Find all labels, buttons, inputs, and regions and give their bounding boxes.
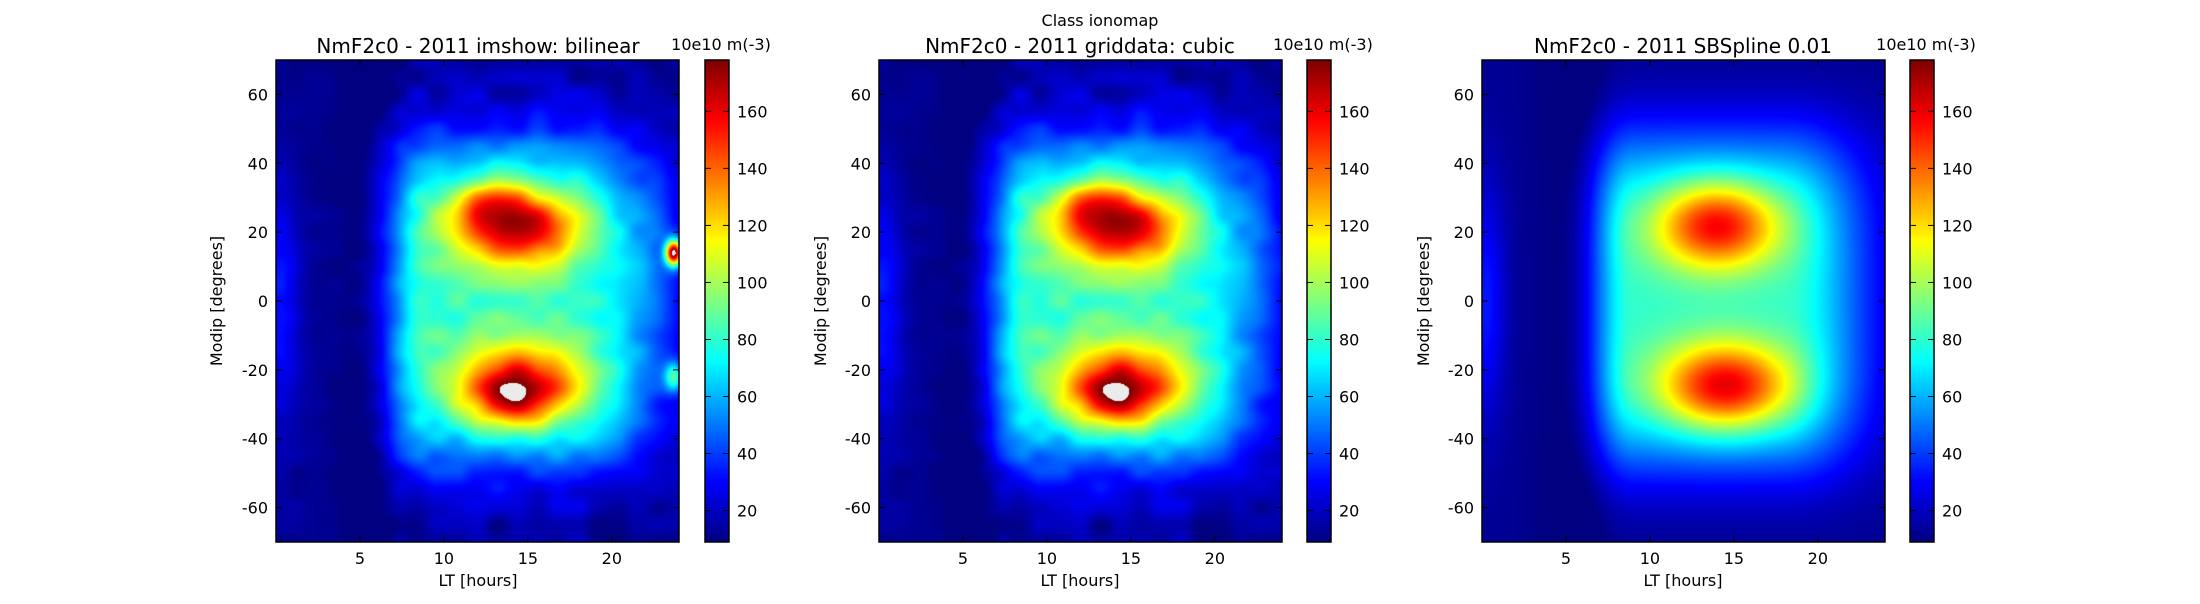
- x-tick-label: 15: [1121, 549, 1141, 568]
- panel-2-x-ticks: 5 10 15 20: [958, 60, 1225, 568]
- colorbar-tick-label: 140: [1339, 159, 1370, 178]
- y-tick-label: 0: [1464, 292, 1474, 311]
- panel-2-ylabel: Modip [degrees]: [811, 236, 830, 366]
- y-tick-label: -40: [1448, 430, 1474, 449]
- panel-2-colorbar-ticks: 20 40 60 80 100 120 140 160: [1307, 102, 1370, 521]
- colorbar-tick-label: 160: [1942, 102, 1973, 121]
- y-tick-label: 60: [851, 85, 871, 104]
- panel-1-colorbar-ticks: 20 40 60 80 100 120 140 160: [705, 102, 768, 521]
- colorbar-tick-label: 80: [737, 331, 757, 350]
- colorbar-tick-label: 140: [1942, 159, 1973, 178]
- panel-1-y-ticks: -60 -40 -20 0 20 40 60: [242, 85, 679, 518]
- y-tick-label: -40: [242, 430, 268, 449]
- panel-1-x-ticks: 5 10 15 20: [355, 60, 622, 568]
- panel-2-colorbar-frame: [1306, 59, 1332, 543]
- x-tick-label: 5: [355, 549, 365, 568]
- colorbar-tick-label: 40: [1942, 445, 1962, 464]
- y-tick-label: 40: [1454, 154, 1474, 173]
- y-tick-label: -40: [845, 430, 871, 449]
- panel-3-colorbar: [1910, 60, 1934, 542]
- colorbar-tick-label: 100: [737, 273, 768, 292]
- x-tick-label: 20: [1808, 549, 1828, 568]
- colorbar-tick-label: 120: [1942, 216, 1973, 235]
- x-tick-label: 10: [434, 549, 454, 568]
- y-tick-label: 0: [258, 292, 268, 311]
- panel-1-colorbar-label: 10e10 m(-3): [671, 35, 771, 54]
- panel-2-colorbar: [1307, 60, 1331, 542]
- colorbar-tick-label: 20: [1339, 502, 1359, 521]
- panel-2: NmF2c0 - 2011 griddata: cubic 5 10 15 20 -6…: [811, 34, 1373, 590]
- colorbar-tick-label: 120: [1339, 216, 1370, 235]
- panel-2-colorbar-label: 10e10 m(-3): [1273, 35, 1373, 54]
- panel-3-colorbar-ticks: 20 40 60 80 100 120 140 160: [1910, 102, 1973, 521]
- colorbar-tick-label: 140: [737, 159, 768, 178]
- colorbar-tick-label: 60: [1942, 388, 1962, 407]
- y-tick-label: -20: [242, 361, 268, 380]
- panel-3-heatmap: [1482, 60, 1885, 542]
- figure-suptitle: Class ionomap: [1042, 11, 1159, 30]
- y-tick-label: 20: [248, 223, 268, 242]
- colorbar-tick-label: 20: [737, 502, 757, 521]
- colorbar-tick-label: 40: [1339, 445, 1359, 464]
- colorbar-tick-label: 160: [1339, 102, 1370, 121]
- y-tick-label: 40: [851, 154, 871, 173]
- colorbar-tick-label: 120: [737, 216, 768, 235]
- panel-1: NmF2c0 - 2011 imshow: bilinear 5 10 15 20 -…: [207, 34, 771, 590]
- panel-1-heatmap: [276, 60, 679, 542]
- y-tick-label: -20: [845, 361, 871, 380]
- y-tick-label: 20: [851, 223, 871, 242]
- panel-3-y-ticks: -60 -40 -20 0 20 40 60: [1448, 85, 1885, 518]
- panel-3-xlabel: LT [hours]: [1643, 571, 1722, 590]
- x-tick-label: 10: [1037, 549, 1057, 568]
- panel-3: NmF2c0 - 2011 SBSpline 0.01 5 10 15 20 -60-…: [1414, 34, 1976, 590]
- y-tick-label: -20: [1448, 361, 1474, 380]
- colorbar-tick-label: 60: [1339, 388, 1359, 407]
- x-tick-label: 20: [1205, 549, 1225, 568]
- colorbar-tick-label: 60: [737, 388, 757, 407]
- colorbar-tick-label: 80: [1339, 331, 1359, 350]
- panel-3-colorbar-label: 10e10 m(-3): [1876, 35, 1976, 54]
- x-tick-label: 10: [1640, 549, 1660, 568]
- y-tick-label: 60: [1454, 85, 1474, 104]
- x-tick-label: 5: [958, 549, 968, 568]
- colorbar-tick-label: 20: [1942, 502, 1962, 521]
- y-tick-label: -60: [1448, 499, 1474, 518]
- colorbar-tick-label: 100: [1339, 273, 1370, 292]
- x-tick-label: 20: [602, 549, 622, 568]
- panel-2-y-ticks: -60 -40 -20 0 20 40 60: [845, 85, 1282, 518]
- colorbar-tick-label: 100: [1942, 273, 1973, 292]
- panel-2-title: NmF2c0 - 2011 griddata: cubic: [925, 34, 1235, 58]
- colorbar-tick-label: 80: [1942, 331, 1962, 350]
- panel-3-title: NmF2c0 - 2011 SBSpline 0.01: [1534, 34, 1832, 58]
- panel-2-xlabel: LT [hours]: [1040, 571, 1119, 590]
- colorbar-tick-label: 160: [737, 102, 768, 121]
- panel-1-title: NmF2c0 - 2011 imshow: bilinear: [316, 34, 640, 58]
- panel-2-heatmap: [879, 60, 1282, 542]
- colorbar-tick-label: 40: [737, 445, 757, 464]
- y-tick-label: 60: [248, 85, 268, 104]
- panel-1-colorbar-frame: [704, 59, 730, 543]
- panel-3-colorbar-frame: [1909, 59, 1935, 543]
- x-tick-label: 15: [518, 549, 538, 568]
- panel-3-x-ticks: 5 10 15 20: [1561, 60, 1828, 568]
- y-tick-label: -60: [845, 499, 871, 518]
- panel-1-colorbar: [705, 60, 729, 542]
- panel-3-ylabel: Modip [degrees]: [1414, 236, 1433, 366]
- panel-1-ylabel: Modip [degrees]: [207, 236, 226, 366]
- y-tick-label: 20: [1454, 223, 1474, 242]
- y-tick-label: 0: [861, 292, 871, 311]
- panel-1-xlabel: LT [hours]: [438, 571, 517, 590]
- x-tick-label: 15: [1724, 549, 1744, 568]
- y-tick-label: 40: [248, 154, 268, 173]
- y-tick-label: -60: [242, 499, 268, 518]
- x-tick-label: 5: [1561, 549, 1571, 568]
